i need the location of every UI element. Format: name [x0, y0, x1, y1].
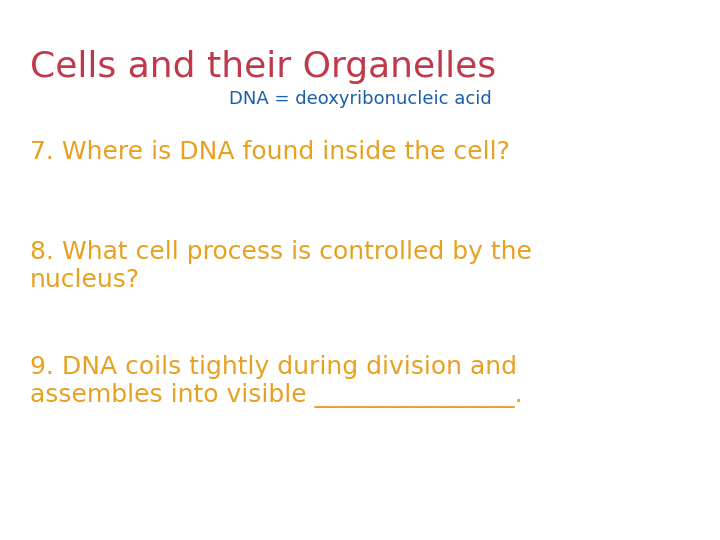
Text: DNA = deoxyribonucleic acid: DNA = deoxyribonucleic acid — [229, 90, 491, 108]
Text: 7. Where is DNA found inside the cell?: 7. Where is DNA found inside the cell? — [30, 140, 510, 164]
Text: assembles into visible ________________.: assembles into visible ________________. — [30, 383, 523, 408]
Text: 9. DNA coils tightly during division and: 9. DNA coils tightly during division and — [30, 355, 517, 379]
Text: 8. What cell process is controlled by the: 8. What cell process is controlled by th… — [30, 240, 532, 264]
Text: nucleus?: nucleus? — [30, 268, 140, 292]
Text: Cells and their Organelles: Cells and their Organelles — [30, 50, 496, 84]
